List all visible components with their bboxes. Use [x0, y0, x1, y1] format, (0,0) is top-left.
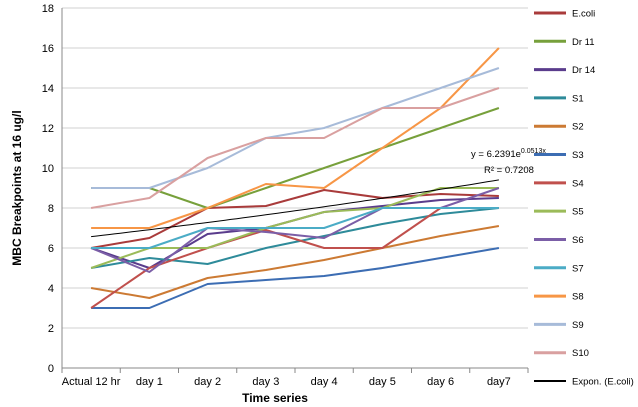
y-tick-label: 8 [48, 203, 54, 215]
x-tick-label: Actual 12 hr [62, 376, 121, 388]
y-tick-label: 0 [48, 363, 54, 375]
legend-label: S9 [572, 320, 584, 331]
y-tick-label: 12 [42, 123, 54, 135]
series-lines [90, 47, 500, 309]
legend: E.coli Dr 11 Dr 14 S1 S2 S3 S4 S5 S6 S7 S8 S9 S10 Exp… [534, 9, 634, 388]
x-tick-labels: Actual 12 hr day 1 day 2 day 3 day 4 day 5 day… [61, 368, 529, 388]
y-tick-label: 14 [42, 83, 54, 95]
x-tick-label: day 2 [194, 376, 221, 388]
y-tick-label: 18 [42, 3, 54, 15]
x-tick-label: day7 [487, 376, 511, 388]
y-tick-label: 4 [48, 283, 54, 295]
legend-label: S3 [572, 150, 584, 161]
series-line-e-coli [90, 189, 499, 249]
legend-label: S4 [572, 178, 584, 189]
legend-label: E.coli [572, 9, 595, 20]
series-line-s10 [90, 87, 500, 209]
gridlines [61, 7, 528, 369]
series-line-dr-11 [91, 107, 500, 209]
x-tick-label: day 6 [427, 376, 454, 388]
legend-label: S10 [572, 348, 589, 359]
trendline-equation: y = 6.2391e0.0513x [471, 148, 546, 160]
legend-label: Dr 14 [572, 65, 595, 76]
trendline [91, 179, 499, 238]
series-line-s3 [91, 247, 500, 309]
x-tick-label: day 1 [136, 376, 163, 388]
x-tick-label: day 3 [252, 376, 279, 388]
trendline-r-squared: R² = 0.7208 [484, 165, 534, 176]
y-tick-labels: 0 2 4 6 8 10 12 14 16 18 [42, 3, 54, 375]
y-axis-title: MBC Breakpoints at 16 ug/l [10, 110, 24, 265]
x-tick-label: day 4 [311, 376, 338, 388]
series-line-s8 [91, 47, 500, 229]
y-tick-label: 10 [42, 163, 54, 175]
x-tick-label: day 5 [369, 376, 396, 388]
legend-label: S2 [572, 122, 584, 133]
y-tick-label: 2 [48, 323, 54, 335]
series-line-s9 [91, 67, 500, 189]
legend-label: S7 [572, 263, 584, 274]
legend-label: S5 [572, 207, 584, 218]
y-tick-label: 16 [42, 43, 54, 55]
series-line-s2 [90, 225, 500, 299]
legend-label: Dr 11 [572, 37, 595, 48]
legend-label: S8 [572, 292, 584, 303]
legend-label: S6 [572, 235, 584, 246]
x-axis-title: Time series [242, 391, 308, 405]
series-line-s5 [90, 187, 499, 269]
legend-label: Expon. (E.coli) [572, 377, 634, 388]
trendline-expon-ecoli [91, 179, 499, 238]
legend-label: S1 [572, 93, 584, 104]
y-tick-label: 6 [48, 243, 54, 255]
series-line-s7 [91, 207, 499, 249]
